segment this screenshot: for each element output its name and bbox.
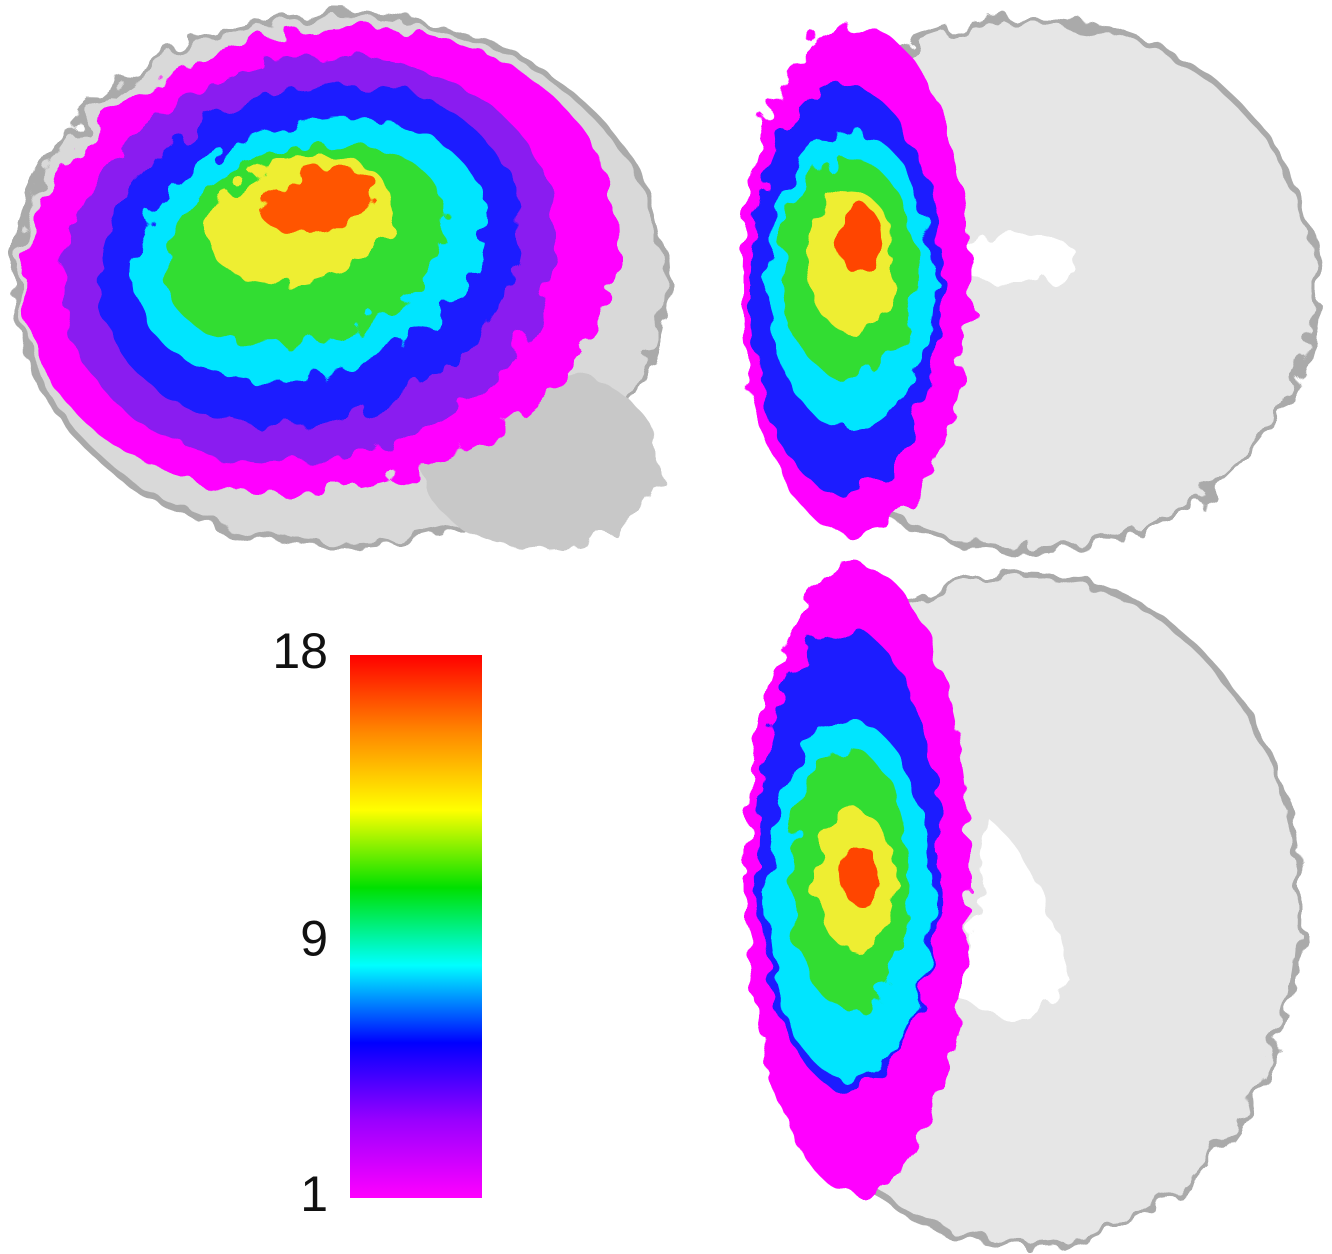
sagittal-view — [0, 0, 665, 550]
colorbar-tick-label: 18 — [272, 623, 328, 679]
coronal-view — [740, 20, 1315, 550]
axial-view — [746, 565, 1300, 1245]
colorbar-tick-label: 1 — [300, 1166, 328, 1222]
colorbar-tick-label: 9 — [300, 911, 328, 967]
figure: 1891 — [0, 0, 1332, 1254]
colorbar — [350, 655, 482, 1198]
